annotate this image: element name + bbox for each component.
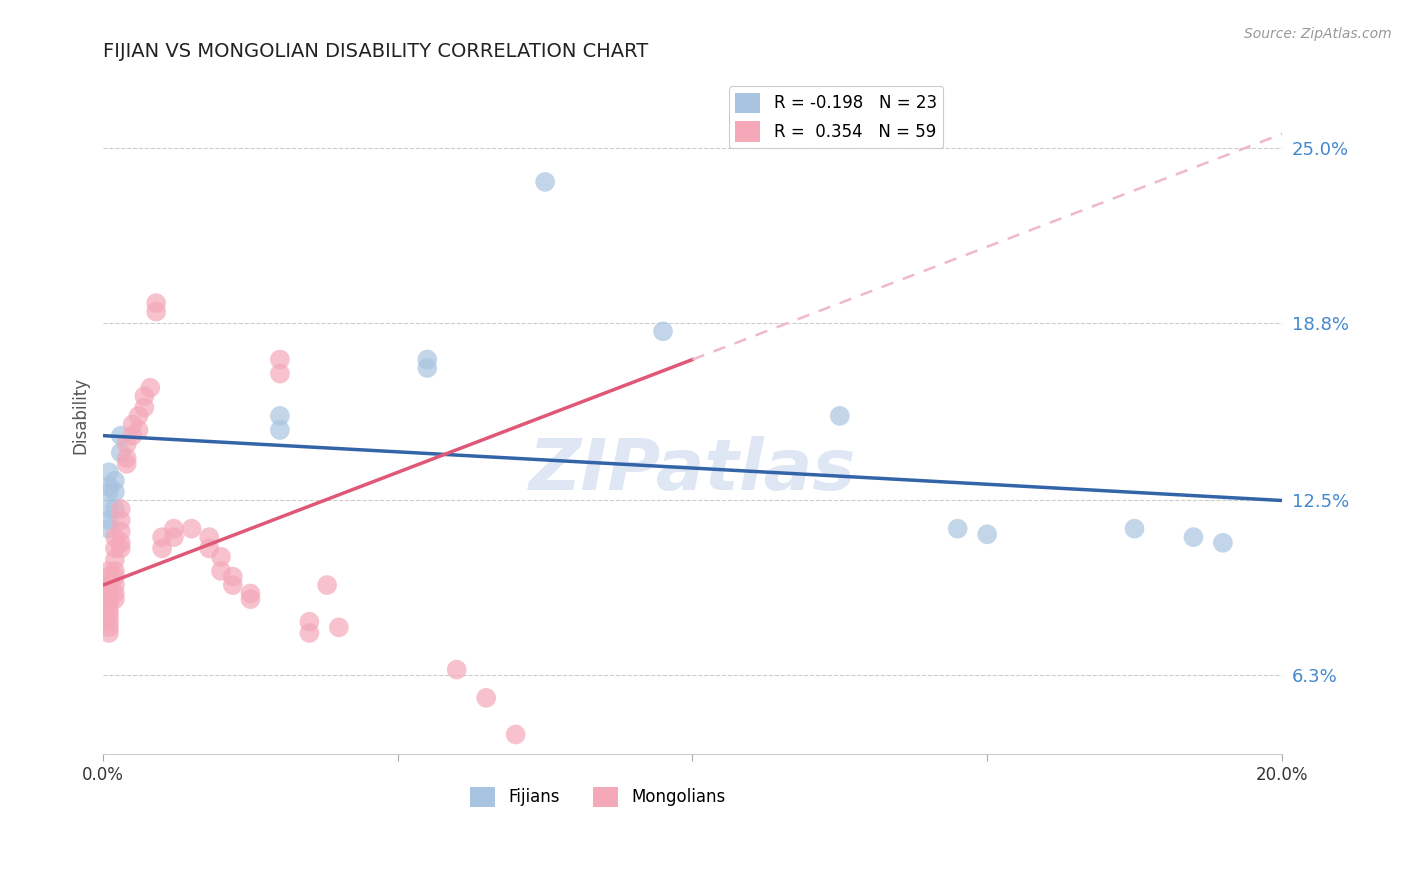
Point	[298, 615, 321, 629]
Point	[269, 423, 291, 437]
Point	[110, 541, 132, 556]
Point	[163, 522, 186, 536]
Point	[198, 541, 221, 556]
Point	[104, 541, 127, 556]
Point	[209, 549, 232, 564]
Point	[98, 592, 121, 607]
Point	[505, 727, 527, 741]
Point	[1182, 530, 1205, 544]
Point	[110, 524, 132, 539]
Point	[98, 586, 121, 600]
Point	[145, 304, 167, 318]
Legend: Fijians, Mongolians: Fijians, Mongolians	[464, 780, 733, 814]
Point	[946, 522, 969, 536]
Point	[239, 592, 262, 607]
Point	[98, 581, 121, 595]
Point	[98, 626, 121, 640]
Point	[98, 598, 121, 612]
Point	[828, 409, 851, 423]
Point	[269, 409, 291, 423]
Point	[416, 361, 439, 376]
Point	[110, 445, 132, 459]
Point	[104, 586, 127, 600]
Point	[98, 575, 121, 590]
Point	[98, 479, 121, 493]
Point	[121, 428, 143, 442]
Point	[127, 409, 149, 423]
Point	[110, 502, 132, 516]
Point	[110, 428, 132, 442]
Point	[98, 513, 121, 527]
Point	[298, 626, 321, 640]
Point	[110, 513, 132, 527]
Point	[98, 522, 121, 536]
Point	[104, 474, 127, 488]
Point	[115, 457, 138, 471]
Point	[110, 535, 132, 549]
Point	[222, 569, 245, 583]
Point	[127, 423, 149, 437]
Point	[98, 569, 121, 583]
Point	[98, 615, 121, 629]
Text: ZIPatlas: ZIPatlas	[529, 435, 856, 505]
Point	[209, 564, 232, 578]
Point	[416, 352, 439, 367]
Point	[115, 451, 138, 466]
Point	[104, 578, 127, 592]
Point	[98, 485, 121, 500]
Point	[98, 502, 121, 516]
Point	[1212, 535, 1234, 549]
Point	[104, 552, 127, 566]
Y-axis label: Disability: Disability	[72, 377, 89, 454]
Point	[976, 527, 998, 541]
Point	[316, 578, 339, 592]
Point	[139, 381, 162, 395]
Point	[446, 663, 468, 677]
Point	[104, 485, 127, 500]
Point	[239, 586, 262, 600]
Text: Source: ZipAtlas.com: Source: ZipAtlas.com	[1244, 27, 1392, 41]
Point	[134, 389, 156, 403]
Point	[328, 620, 350, 634]
Point	[150, 541, 173, 556]
Point	[534, 175, 557, 189]
Point	[104, 502, 127, 516]
Point	[475, 690, 498, 705]
Point	[145, 296, 167, 310]
Point	[150, 530, 173, 544]
Point	[1123, 522, 1146, 536]
Point	[269, 352, 291, 367]
Point	[104, 592, 127, 607]
Point	[104, 569, 127, 583]
Point	[104, 530, 127, 544]
Text: FIJIAN VS MONGOLIAN DISABILITY CORRELATION CHART: FIJIAN VS MONGOLIAN DISABILITY CORRELATI…	[103, 42, 648, 61]
Point	[652, 324, 675, 338]
Point	[198, 530, 221, 544]
Point	[98, 465, 121, 479]
Point	[180, 522, 202, 536]
Point	[98, 564, 121, 578]
Point	[163, 530, 186, 544]
Point	[98, 620, 121, 634]
Point	[121, 417, 143, 432]
Point	[115, 437, 138, 451]
Point	[134, 401, 156, 415]
Point	[98, 603, 121, 617]
Point	[222, 578, 245, 592]
Point	[98, 609, 121, 624]
Point	[104, 564, 127, 578]
Point	[269, 367, 291, 381]
